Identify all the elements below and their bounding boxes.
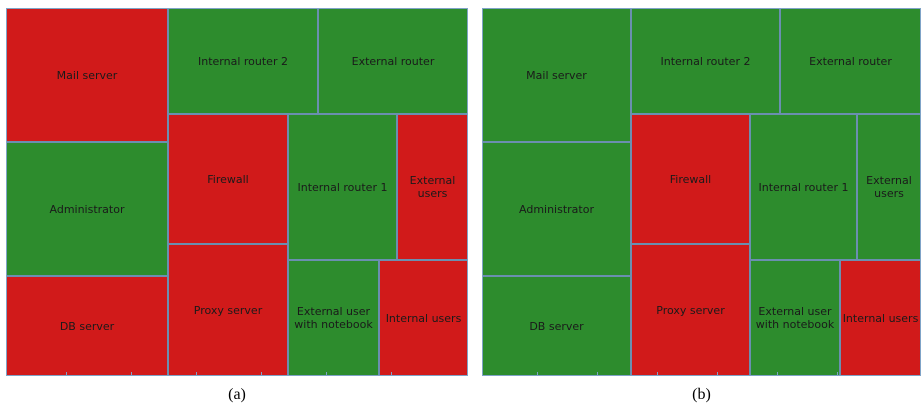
treemap-panel-b: Mail server Internal router 2 External rou… bbox=[482, 8, 921, 376]
db-server-cell: DB server bbox=[6, 276, 168, 376]
caption-a: (a) bbox=[228, 386, 246, 403]
internal-router-2-cell: Internal router 2 bbox=[631, 8, 780, 114]
internal-router-2-cell: Internal router 2 bbox=[168, 8, 318, 114]
caption-b: (b) bbox=[692, 386, 711, 403]
proxy-server-cell: Proxy server bbox=[631, 244, 750, 376]
external-router-cell: External router bbox=[780, 8, 921, 114]
internal-users-cell: Internal users bbox=[840, 260, 921, 376]
administrator-cell: Administrator bbox=[482, 142, 631, 276]
firewall-cell: Firewall bbox=[631, 114, 750, 244]
axis-tick bbox=[537, 372, 538, 376]
treemap-panel-a: Mail server Internal router 2 External rou… bbox=[6, 8, 468, 376]
mail-server-cell: Mail server bbox=[6, 8, 168, 142]
mail-server-cell: Mail server bbox=[482, 8, 631, 142]
internal-router-1-cell: Internal router 1 bbox=[750, 114, 857, 260]
axis-tick bbox=[391, 372, 392, 376]
external-router-cell: External router bbox=[318, 8, 468, 114]
axis-tick bbox=[261, 372, 262, 376]
axis-tick bbox=[597, 372, 598, 376]
external-users-cell: External users bbox=[397, 114, 468, 260]
axis-tick bbox=[837, 372, 838, 376]
firewall-cell: Firewall bbox=[168, 114, 288, 244]
axis-tick bbox=[657, 372, 658, 376]
external-user-notebook-cell: External user with notebook bbox=[750, 260, 840, 376]
db-server-cell: DB server bbox=[482, 276, 631, 376]
axis-tick bbox=[717, 372, 718, 376]
axis-tick bbox=[131, 372, 132, 376]
axis-tick bbox=[66, 372, 67, 376]
external-users-cell: External users bbox=[857, 114, 921, 260]
internal-router-1-cell: Internal router 1 bbox=[288, 114, 397, 260]
axis-tick bbox=[326, 372, 327, 376]
axis-tick bbox=[777, 372, 778, 376]
axis-tick bbox=[196, 372, 197, 376]
external-user-notebook-cell: External user with notebook bbox=[288, 260, 379, 376]
internal-users-cell: Internal users bbox=[379, 260, 468, 376]
proxy-server-cell: Proxy server bbox=[168, 244, 288, 376]
administrator-cell: Administrator bbox=[6, 142, 168, 276]
